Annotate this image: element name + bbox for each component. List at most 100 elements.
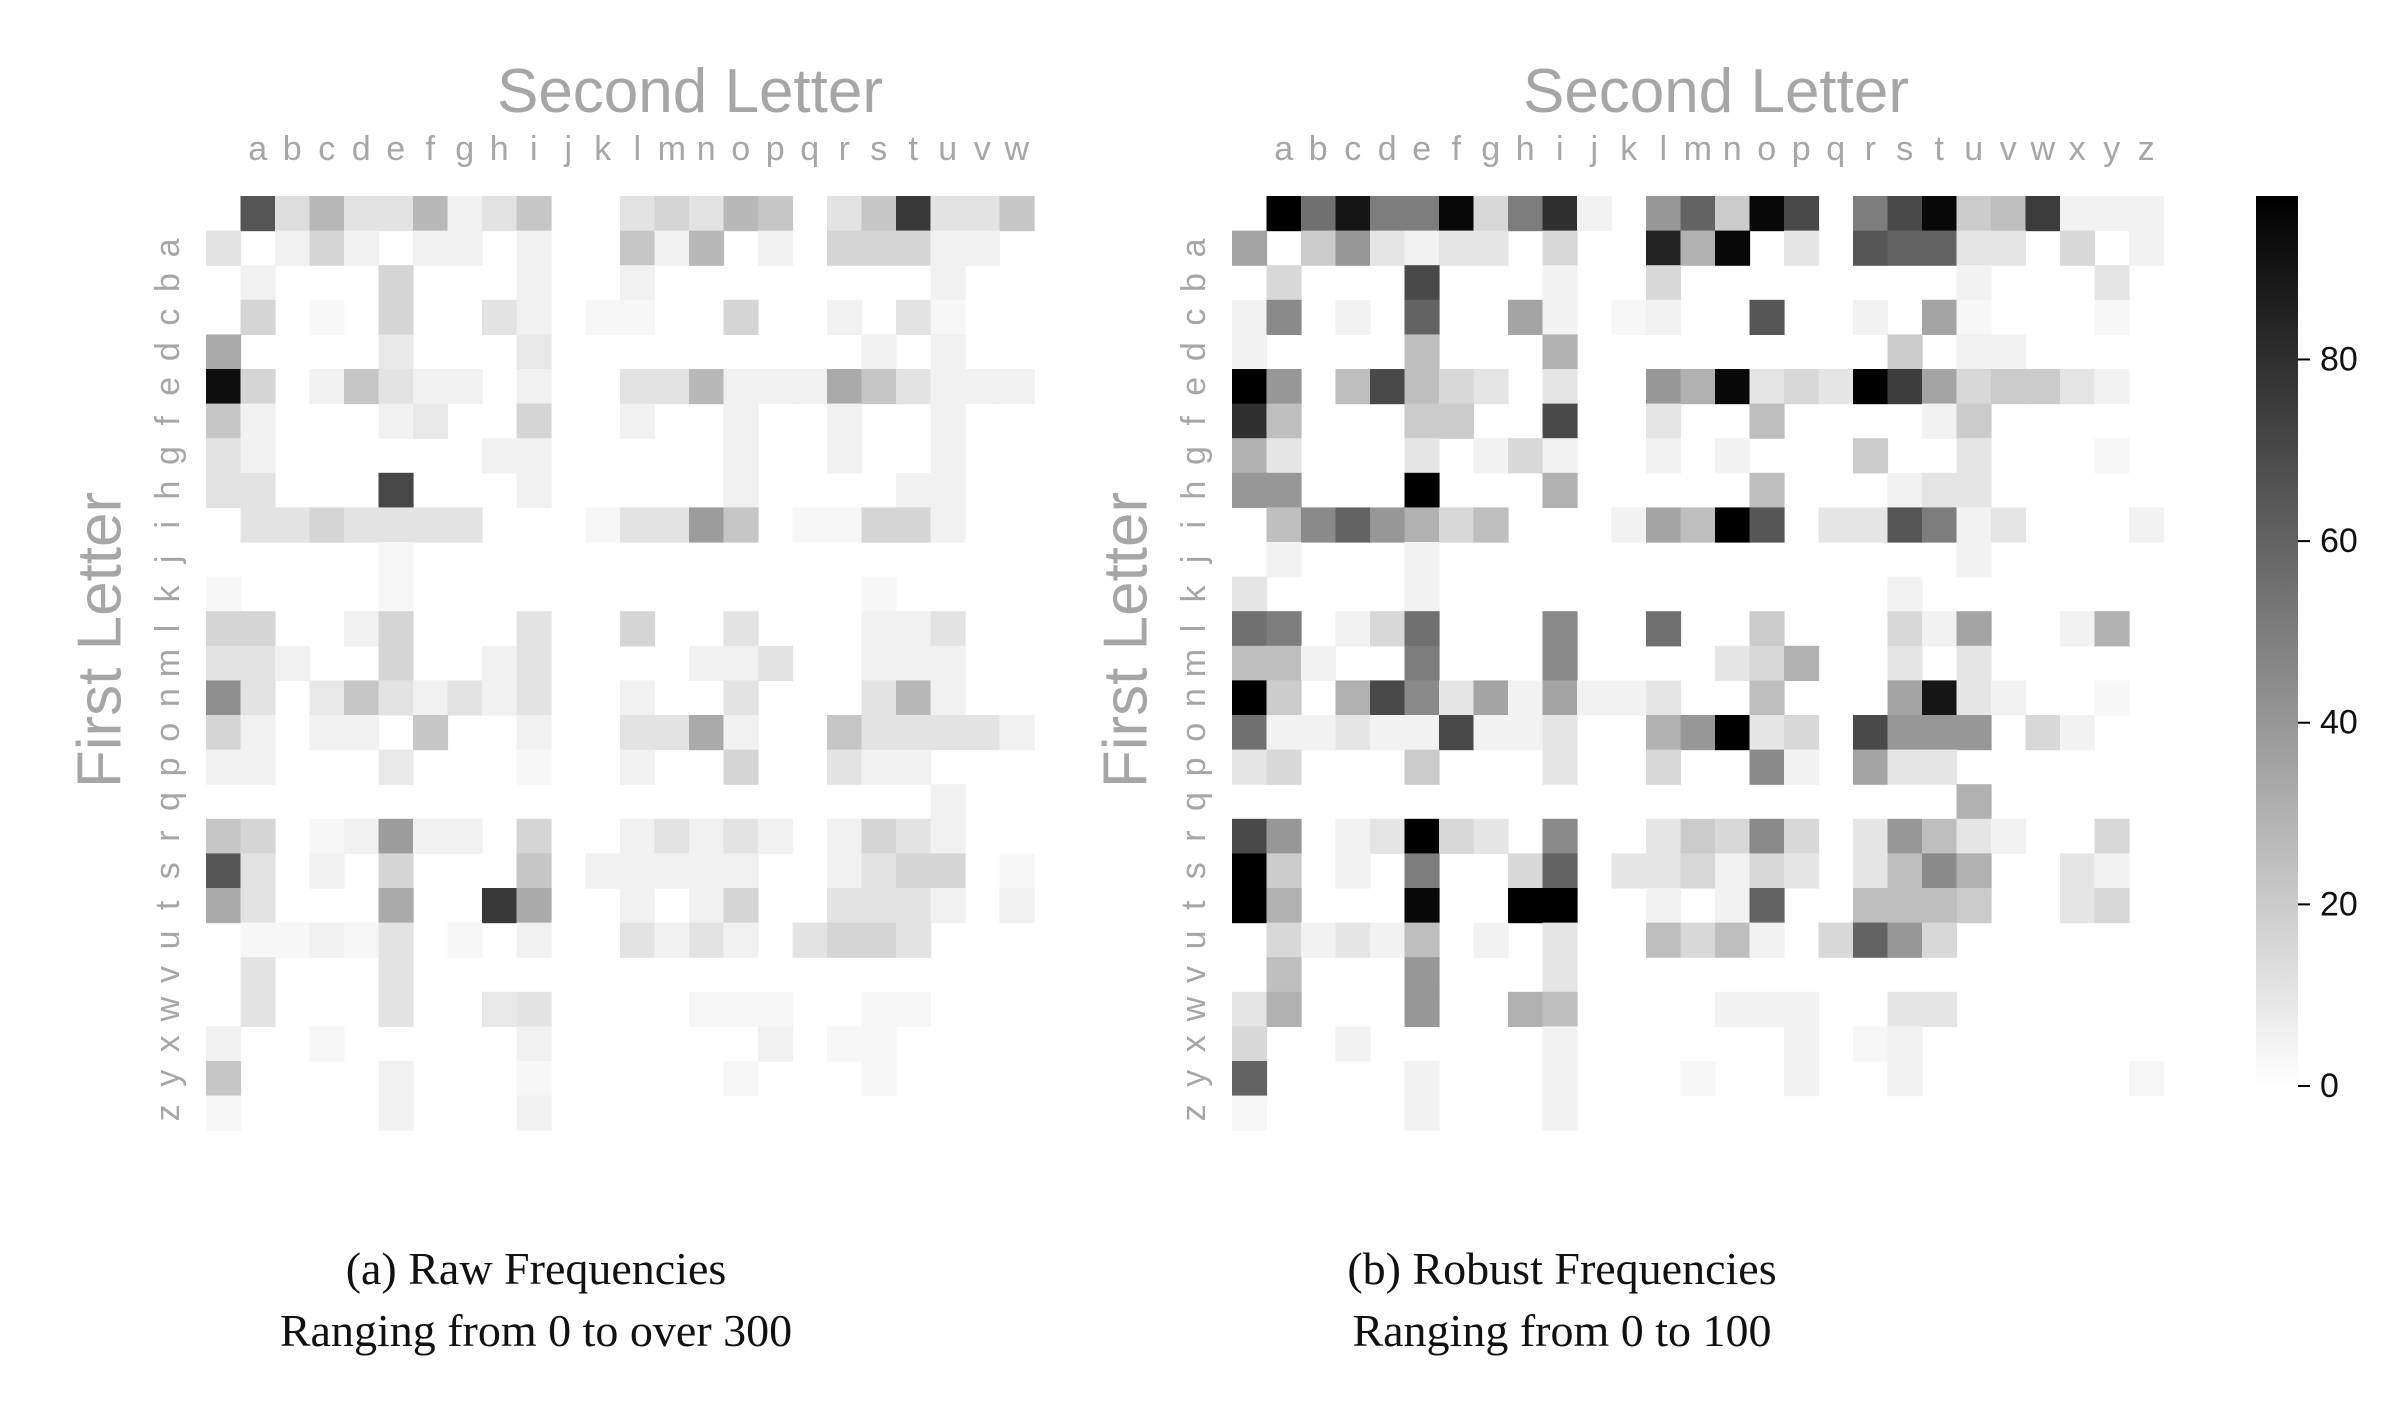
heatmap-cell xyxy=(827,715,863,751)
heatmap-cell xyxy=(930,299,966,335)
heatmap-cell xyxy=(275,196,311,232)
x-tick-label: k xyxy=(1620,130,1638,168)
heatmap-cell xyxy=(723,611,759,647)
heatmap-cell xyxy=(1266,472,1302,508)
heatmap-cell xyxy=(999,715,1035,751)
heatmap-cell xyxy=(1439,818,1475,854)
heatmap-cell xyxy=(516,196,552,232)
y-tick-label: b xyxy=(149,273,187,292)
heatmap-cell xyxy=(1715,991,1751,1027)
heatmap-cell xyxy=(1922,230,1958,266)
heatmap-cell xyxy=(1404,299,1440,335)
x-tick-label: f xyxy=(1452,130,1462,168)
heatmap-cell xyxy=(654,922,690,958)
heatmap-cell xyxy=(1542,991,1578,1027)
heatmap-cell xyxy=(1335,715,1371,751)
heatmap-cell xyxy=(1542,749,1578,785)
heatmap-cell xyxy=(240,403,276,439)
heatmap-cell xyxy=(2094,265,2130,301)
x-tick-label: e xyxy=(1412,130,1431,168)
heatmap-cell xyxy=(1922,611,1958,647)
heatmap-cell xyxy=(1542,645,1578,681)
heatmap-cell xyxy=(861,991,897,1027)
heatmap-cell xyxy=(1784,369,1820,405)
heatmap-cell xyxy=(1749,991,1785,1027)
heatmap-cell xyxy=(1853,749,1889,785)
heatmap-cell xyxy=(965,230,1001,266)
heatmap-cell xyxy=(896,922,932,958)
heatmap-cell xyxy=(723,991,759,1027)
heatmap-cell xyxy=(1887,576,1923,612)
x-tick-label: s xyxy=(870,130,887,168)
heatmap-cell xyxy=(1232,230,1268,266)
heatmap-cell xyxy=(206,1095,242,1131)
heatmap-cell xyxy=(2094,853,2130,889)
x-tick-label: o xyxy=(731,130,750,168)
x-tick-label: q xyxy=(1826,130,1845,168)
heatmap-cell xyxy=(930,196,966,232)
heatmap-cell xyxy=(1646,715,1682,751)
heatmap-cell xyxy=(1646,403,1682,439)
heatmap-cell xyxy=(516,611,552,647)
y-tick-label: f xyxy=(1175,416,1213,426)
heatmap-cell xyxy=(620,230,656,266)
x-tick-label: u xyxy=(938,130,957,168)
heatmap-cell xyxy=(1646,922,1682,958)
heatmap-cell xyxy=(413,369,449,405)
heatmap-cell xyxy=(206,472,242,508)
x-tick-label: d xyxy=(1378,130,1397,168)
heatmap-cell xyxy=(309,230,345,266)
y-tick-label: j xyxy=(149,556,187,565)
heatmap-cell xyxy=(309,853,345,889)
heatmap-cell xyxy=(378,888,414,924)
heatmap-cell xyxy=(378,334,414,370)
heatmap-cell xyxy=(620,715,656,751)
x-tick-label: g xyxy=(1481,130,1500,168)
heatmap-cell xyxy=(1922,369,1958,405)
heatmap-cell xyxy=(689,507,725,543)
heatmap-cell xyxy=(723,369,759,405)
y-tick-label: n xyxy=(1175,688,1213,707)
heatmap-cell xyxy=(689,818,725,854)
heatmap-cell xyxy=(689,922,725,958)
heatmap-cell xyxy=(1646,265,1682,301)
y-tick-label: i xyxy=(1175,521,1213,529)
heatmap-cell xyxy=(309,922,345,958)
heatmap-cell xyxy=(1991,334,2027,370)
y-tick-label: b xyxy=(1175,273,1213,292)
heatmap-cell xyxy=(1922,888,1958,924)
colorbar: 0 20 40 60 80 xyxy=(2256,196,2358,1105)
y-tick-label: g xyxy=(149,446,187,465)
heatmap-cell xyxy=(1370,230,1406,266)
x-tick-label: c xyxy=(1344,130,1361,168)
heatmap-cell xyxy=(1922,403,1958,439)
heatmap-cell xyxy=(1887,680,1923,716)
heatmap-cell xyxy=(2025,369,2061,405)
heatmap-cell xyxy=(1508,888,1544,924)
heatmap-cell xyxy=(309,369,345,405)
heatmap-cell xyxy=(1956,438,1992,474)
heatmap-cell xyxy=(516,230,552,266)
heatmap-cell xyxy=(723,1061,759,1097)
heatmap-cell xyxy=(861,680,897,716)
heatmap-cell xyxy=(758,818,794,854)
y-tick-label: v xyxy=(149,966,187,983)
x-tick-label: d xyxy=(352,130,371,168)
heatmap-cell xyxy=(896,853,932,889)
heatmap-cell xyxy=(1922,680,1958,716)
heatmap-cell xyxy=(2060,888,2096,924)
heatmap-cell xyxy=(861,1061,897,1097)
heatmap-cell xyxy=(1577,680,1613,716)
heatmap-cell xyxy=(482,438,518,474)
heatmap-cell xyxy=(1473,230,1509,266)
y-tick-label: r xyxy=(149,830,187,841)
heatmap-cell xyxy=(1232,991,1268,1027)
heatmap-cell xyxy=(1646,680,1682,716)
heatmap-cell xyxy=(1404,1061,1440,1097)
heatmap-cell xyxy=(1853,369,1889,405)
heatmap-cell xyxy=(206,680,242,716)
heatmap-cell xyxy=(654,853,690,889)
heatmap-cell xyxy=(344,715,380,751)
heatmap-cell xyxy=(309,818,345,854)
heatmap-cell xyxy=(930,888,966,924)
